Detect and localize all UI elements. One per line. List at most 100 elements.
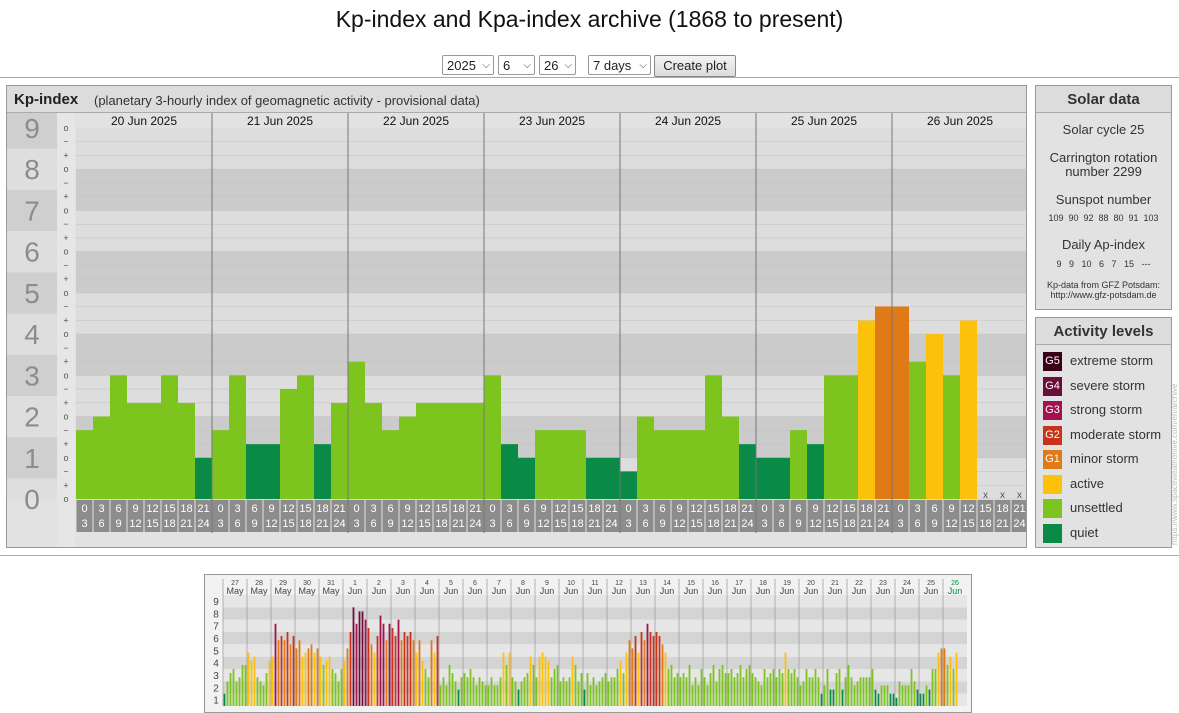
y-band [7,395,57,438]
grid-band [223,607,967,620]
kp-bar [331,402,348,499]
kp-bar [445,685,448,706]
interval-start-label: 9 [676,503,682,515]
day-select[interactable]: 26 ⌵ [539,55,576,75]
kp-bar [673,677,676,706]
interval-cell [484,500,501,532]
kp-bar [508,652,511,706]
kp-bar [898,681,901,706]
interval-end-label: 6 [914,518,920,530]
kp-bar [297,375,314,499]
range-select[interactable]: 7 days ⌵ [588,55,651,75]
kp-bar [538,656,541,706]
interval-cell [348,500,365,532]
month-select[interactable]: 6 ⌵ [498,55,535,75]
interval-start-label: 3 [370,503,376,515]
interval-end-label: 9 [795,518,801,530]
sub-tick-label: o [63,164,68,174]
interval-cell [229,500,246,532]
interval-cell [1011,500,1026,532]
day-number: 2 [377,580,381,587]
create-plot-button[interactable]: Create plot [654,55,736,77]
kp-bar [430,640,433,706]
sunspot-title: Sunspot number [1055,192,1152,207]
kp-bar [745,669,748,706]
kp-bar [772,669,775,706]
interval-end-label: 12 [129,518,141,530]
kp-bar [391,627,394,706]
kp-bar [784,652,787,706]
kp-bar [263,444,280,499]
sub-tick-label: o [63,453,68,463]
sub-tick-label: + [63,315,68,325]
y-tick-label: 2 [213,683,219,694]
missing-marker: x [983,490,988,501]
interval-end-label: 9 [115,518,121,530]
day-label: 21 Jun 2025 [247,114,313,128]
interval-start-label: 21 [197,503,209,515]
kp-bar [610,677,613,706]
kp-bar [409,632,412,706]
day-month: Jun [492,586,507,596]
kp-bar [460,677,463,706]
sub-tick-label: o [63,370,68,380]
kp-bar [807,444,824,499]
interval-start-label: 3 [642,503,648,515]
kp-bar [241,664,244,706]
solar-data-panel: Solar data Solar cycle 25 Carrington rot… [1035,85,1172,310]
kp-bar [433,652,436,706]
sub-tick-label: o [63,494,68,504]
kp-bar [904,685,907,706]
y-tick-label: 4 [213,659,219,670]
legend-label: unsettled [1070,500,1123,515]
solar-data-title: Solar data [1067,91,1140,108]
interval-end-label: 15 [690,518,702,530]
interval-start-label: 6 [387,503,393,515]
kp-bar [379,615,382,706]
kp-bar [820,693,823,706]
interval-start-label: 12 [146,503,158,515]
interval-start-label: 12 [554,503,566,515]
kp-bar [778,669,781,706]
interval-cell [246,500,263,532]
y-tick-label: 7 [213,622,219,633]
year-select[interactable]: 2025 ⌵ [442,55,494,75]
kp-bar [244,664,247,706]
day-number: 12 [615,580,623,587]
kp-bar [841,689,844,706]
kp-bar [709,673,712,706]
day-month: Jun [924,586,939,596]
kp-bar [847,664,850,706]
interval-cell [535,500,552,532]
interval-start-label: 12 [962,503,974,515]
interval-end-label: 18 [163,518,175,530]
interval-start-label: 0 [489,503,495,515]
kp-bar [127,402,144,499]
kp-bar [370,644,373,706]
interval-end-label: 18 [979,518,991,530]
sub-tick-label: o [63,288,68,298]
kp-bar [901,685,904,706]
kp-bar [916,689,919,706]
interval-start-label: 15 [435,503,447,515]
kp-bar [451,673,454,706]
day-month: Jun [660,586,675,596]
kp-bar [751,673,754,706]
interval-end-label: 9 [659,518,665,530]
kp-bar [655,632,658,706]
sub-tick-label: − [63,384,68,394]
day-number: 6 [473,580,477,587]
kp-bar [439,685,442,706]
day-label: 25 Jun 2025 [791,114,857,128]
legend-swatch: G3 [1043,401,1062,420]
interval-start-label: 3 [778,503,784,515]
kp-bar [535,677,538,706]
source-link[interactable]: http://www.gfz-potsdam.de [1050,290,1157,300]
kp-bar [343,660,346,706]
sub-tick-label: − [63,302,68,312]
kp-bar [385,640,388,706]
interval-end-label: 6 [98,518,104,530]
kp-bar [763,669,766,706]
interval-end-label: 15 [554,518,566,530]
kp-bar [397,619,400,706]
